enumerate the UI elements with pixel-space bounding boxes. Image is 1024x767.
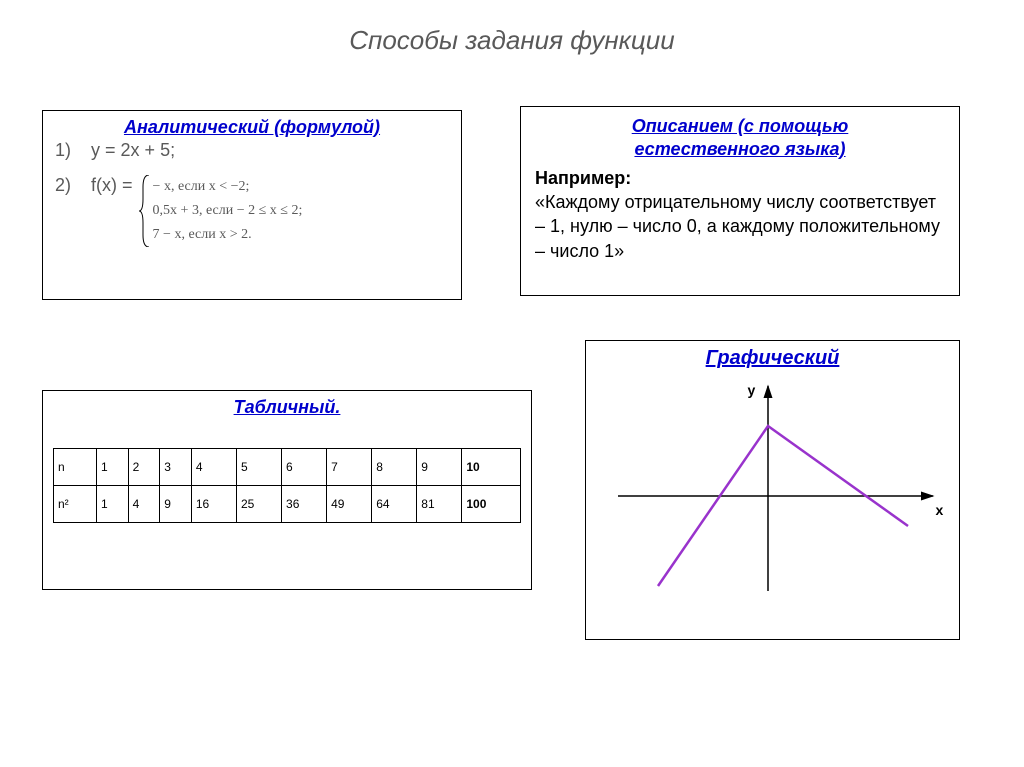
analytical-item-1: 1) y = 2x + 5; — [55, 140, 449, 161]
tabular-heading-text: Табличный. — [234, 397, 341, 417]
piecewise-function: − x, если x < −2; 0,5x + 3, если − 2 ≤ x… — [139, 175, 303, 246]
table-cell: 1 — [97, 486, 129, 523]
graphical-heading: Графический — [596, 347, 949, 370]
row2-label: n² — [54, 486, 97, 523]
tabular-heading: Табличный. — [53, 397, 521, 418]
table-cell: 2 — [128, 449, 160, 486]
description-box: Описанием (с помощью естественного языка… — [520, 106, 960, 296]
y-axis-label: y — [748, 382, 756, 398]
table-cell: 25 — [236, 486, 281, 523]
description-body: Например: «Каждому отрицательному числу … — [535, 166, 945, 263]
table-cell: 36 — [282, 486, 327, 523]
chart-area: y x — [598, 376, 948, 601]
table-cell: 49 — [327, 486, 372, 523]
table-cell: 81 — [417, 486, 462, 523]
item2-text: f(x) = — [91, 175, 133, 195]
description-heading-l2: естественного языка) — [634, 139, 845, 159]
description-heading-l1: Описанием (с помощью — [632, 116, 849, 136]
description-label: Например: — [535, 168, 631, 188]
page-title: Способы задания функции — [0, 25, 1024, 56]
table-cell: 10 — [462, 449, 521, 486]
table-cell: 1 — [97, 449, 129, 486]
case-3: 7 − x, если x > 2. — [153, 223, 303, 247]
graphical-heading-text: Графический — [706, 347, 840, 369]
analytical-heading: Аналитический (формулой) — [55, 117, 449, 138]
table-cell: 6 — [282, 449, 327, 486]
table-row: n² 1 4 9 16 25 36 49 64 81 100 — [54, 486, 521, 523]
table-cell: 8 — [372, 449, 417, 486]
item1-num: 1) — [55, 140, 71, 160]
table-cell: 4 — [191, 449, 236, 486]
x-axis-label: x — [936, 502, 944, 518]
table-cell: 5 — [236, 449, 281, 486]
table-cell: 64 — [372, 486, 417, 523]
table-row: n 1 2 3 4 5 6 7 8 9 10 — [54, 449, 521, 486]
analytical-item-2: 2) f(x) = − x, если x < −2; 0,5x + 3, ес… — [55, 175, 449, 246]
graphical-box: Графический y x — [585, 340, 960, 640]
data-table: n 1 2 3 4 5 6 7 8 9 10 n² 1 4 9 16 25 36… — [53, 448, 521, 523]
analytical-heading-text: Аналитический (формулой) — [124, 117, 380, 137]
table-cell: 100 — [462, 486, 521, 523]
description-heading: Описанием (с помощью естественного языка… — [535, 115, 945, 162]
tabular-box: Табличный. n 1 2 3 4 5 6 7 8 9 10 n² 1 4… — [42, 390, 532, 590]
table-cell: 4 — [128, 486, 160, 523]
table-cell: 3 — [160, 449, 192, 486]
table-cell: 9 — [417, 449, 462, 486]
chart-svg — [598, 376, 948, 601]
row1-label: n — [54, 449, 97, 486]
analytical-box: Аналитический (формулой) 1) y = 2x + 5; … — [42, 110, 462, 300]
table-cell: 7 — [327, 449, 372, 486]
brace-icon — [139, 175, 151, 247]
item2-num: 2) — [55, 175, 71, 195]
case-1: − x, если x < −2; — [153, 175, 303, 199]
item1-text: y = 2x + 5; — [91, 140, 175, 160]
case-2: 0,5x + 3, если − 2 ≤ x ≤ 2; — [153, 199, 303, 223]
table-cell: 16 — [191, 486, 236, 523]
table-cell: 9 — [160, 486, 192, 523]
description-text: «Каждому отрицательному числу соответств… — [535, 192, 940, 261]
